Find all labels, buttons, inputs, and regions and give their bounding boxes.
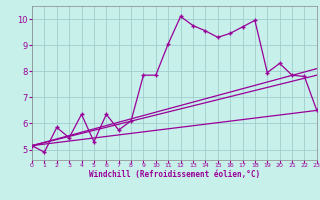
X-axis label: Windchill (Refroidissement éolien,°C): Windchill (Refroidissement éolien,°C) <box>89 170 260 179</box>
